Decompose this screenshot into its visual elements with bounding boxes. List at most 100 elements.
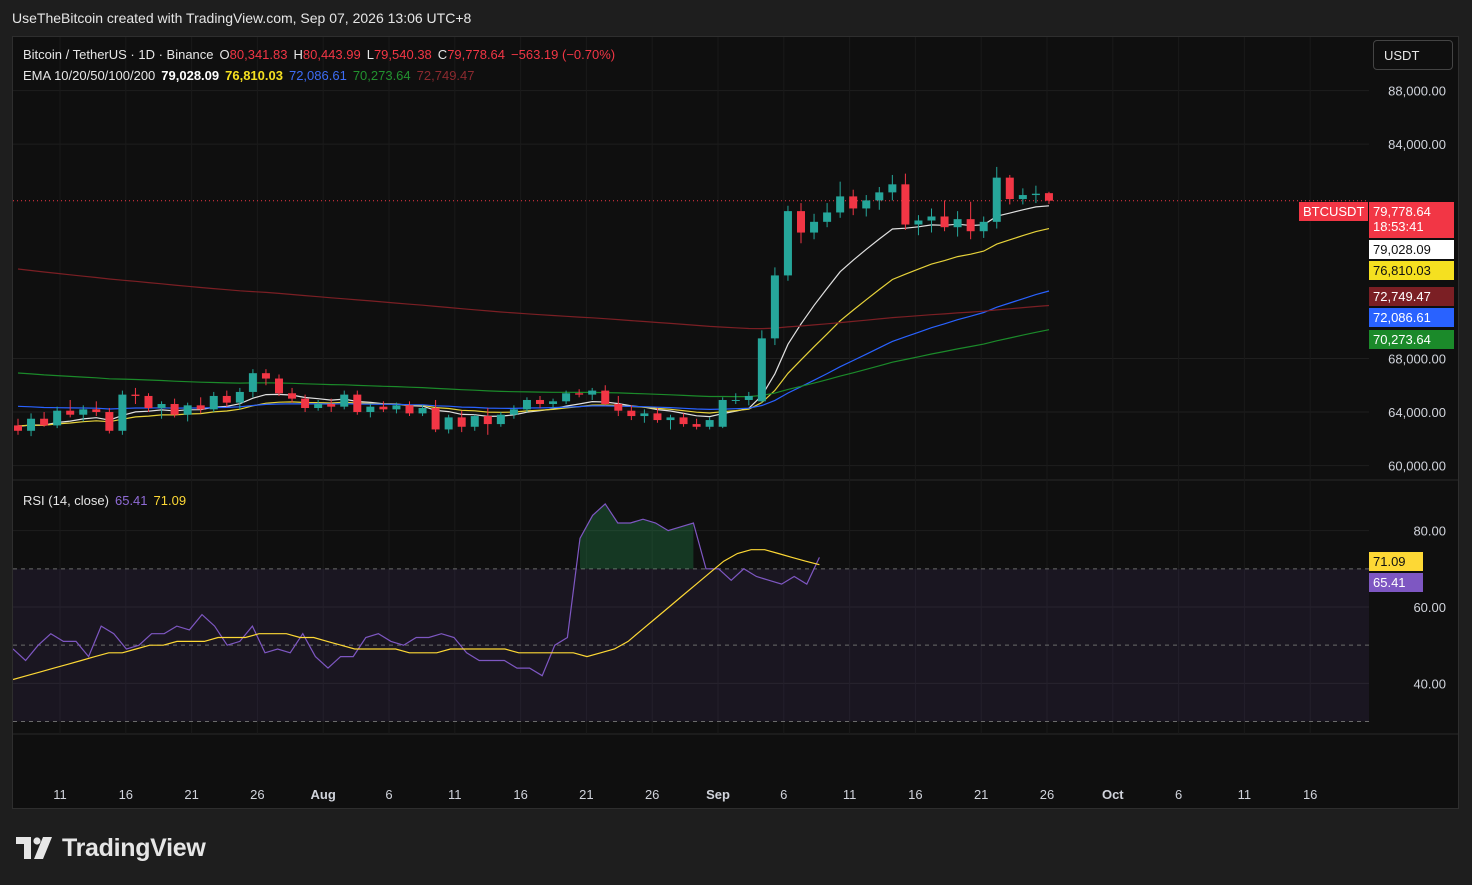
ema-legend: EMA 10/20/50/100/200 79,028.09 76,810.03 72… [23,68,481,83]
candle-body [979,221,988,232]
candle-body [157,403,166,409]
candle-body [1031,193,1040,196]
candle-body [248,373,257,392]
ema100-line [17,329,1050,398]
ema10-value: 79,028.09 [161,68,220,83]
open-value: 80,341.83 [229,47,288,62]
ema200-badge: 72,749.47 [1369,287,1454,306]
candle-body [940,216,949,228]
candle-body [797,211,805,233]
candle-body [301,398,310,409]
time-tick-label: 6 [385,787,392,802]
candle-body [757,338,766,402]
time-tick-label: 11 [843,787,857,802]
candle-body [588,390,597,395]
candle-body [392,405,401,410]
candle-body [314,403,323,409]
candle-body [679,417,688,425]
candle-body [992,177,1001,222]
candle-body [666,417,675,421]
candle-body [783,211,792,276]
candle-body [353,394,362,413]
candle-body [575,393,584,395]
rsi-overbought-fill [580,503,820,569]
time-tick-label: 16 [908,787,922,802]
time-tick-label: 6 [1175,787,1182,802]
price-tick-label: 60,000.00 [1388,459,1446,474]
rsi-ma-legend-value: 71.09 [153,493,187,508]
last-price-value: 79,778.64 [1373,204,1431,219]
change-value: −563.19 (−0.70%) [511,47,616,62]
time-tick-label: 21 [579,787,593,802]
rsi-tick-label: 60.00 [1413,600,1446,615]
chart-caption: UseTheBitcoin created with TradingView.c… [12,10,472,26]
close-value: 79,778.64 [447,47,506,62]
tradingview-logo[interactable]: TradingView [16,834,206,862]
ema-lines [17,205,1050,427]
ema200-value: 72,749.47 [416,68,475,83]
chart-frame[interactable]: 60,000.00 64,000.00 68,000.00 84,000.00 88,0… [12,36,1459,809]
open-label: O [219,47,230,62]
time-tick-label: 26 [645,787,659,802]
candle-body [536,399,544,404]
top-caption-bar: UseTheBitcoin created with TradingView.c… [0,0,1472,36]
candle-body [601,390,610,404]
symbol-legend: Bitcoin / TetherUS · 1D · Binance O80,341… [23,47,621,62]
candle-body [692,424,701,427]
candle-body [614,403,623,411]
candle-body [718,399,727,427]
currency-button[interactable]: USDT [1373,40,1453,70]
time-axis-labels: 11 16 21 26 Aug 6 11 16 21 26 Sep 6 11 16 21 26 Oct 6 11 16 [53,787,1317,802]
candle-body [927,216,936,221]
candle-body [1044,193,1053,201]
price-tick-label: 68,000.00 [1388,351,1446,366]
candle-body [209,395,218,410]
candle-body [431,408,440,430]
candle-body [222,395,231,403]
ema20-value: 76,810.03 [225,68,283,83]
candle-body [457,417,466,427]
price-gridlines [13,90,1369,467]
symbol-name: Bitcoin / TetherUS · 1D · Binance [23,47,214,62]
chart-canvas[interactable]: 60,000.00 64,000.00 68,000.00 84,000.00 88,0… [13,37,1458,808]
rsi-tick-label: 80.00 [1413,524,1446,539]
rsi-tick-label: 40.00 [1413,676,1446,691]
candle-body [705,420,714,427]
ema10-badge: 79,028.09 [1369,240,1454,259]
candle-body [862,200,871,209]
candle-body [966,219,975,232]
price-axis-labels: 60,000.00 64,000.00 68,000.00 84,000.00 88,0… [1388,84,1446,474]
candle-body [836,196,845,213]
candle-body [14,425,22,431]
candle-body [914,220,923,225]
price-tick-label: 88,000.00 [1388,84,1446,99]
candle-body [509,409,518,415]
candle-body [275,378,283,394]
rsi-line [13,502,820,677]
candle-body [53,410,62,426]
candlesticks [14,166,1053,437]
candle-body [261,373,270,379]
candle-body [170,403,179,415]
time-tick-label: 6 [780,787,787,802]
time-tick-label: Aug [311,787,336,802]
rsi-lines [13,502,820,681]
rsi-gridlines [13,530,1369,684]
candle-body [810,221,819,233]
candle-body [27,418,36,431]
time-tick-label: Sep [706,787,730,802]
candle-body [40,418,49,426]
candle-body [418,408,427,414]
low-label: L [366,47,374,62]
ema100-value: 70,273.64 [352,68,411,83]
high-value: 80,443.99 [302,47,361,62]
rsi-legend: RSI (14, close) 65.41 71.09 [23,493,192,508]
candle-body [405,405,414,414]
rsi-ma-badge: 71.09 [1369,552,1423,571]
candle-body [875,192,884,201]
price-axis-bg[interactable] [1369,37,1458,808]
candle-body [196,405,205,410]
close-label: C [437,47,448,62]
candle-body [823,212,832,222]
candle-body [79,409,88,415]
